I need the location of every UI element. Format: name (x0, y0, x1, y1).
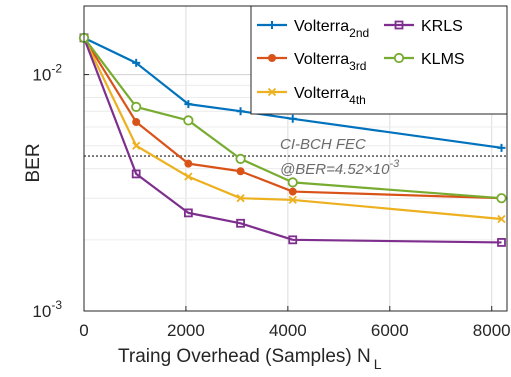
data-point-volterra-3rd (236, 167, 245, 176)
data-point-volterra-2nd (288, 114, 297, 123)
data-point-klms (235, 153, 246, 164)
x-tick-label: 6000 (371, 321, 409, 340)
legend-item-volterra-3rd: Volterra3rd (257, 51, 366, 73)
fec-annotation-title: CI-BCH FEC (280, 136, 366, 153)
legend: Volterra2nd KRLS Volterra3rd KLMS Volterra4t… (250, 5, 508, 115)
legend-label: KRLS (421, 18, 463, 35)
series-line-volterra-2nd (83, 36, 502, 149)
series-line-krls (82, 37, 502, 244)
legend-marker (268, 21, 276, 29)
x-tick-label: 8000 (473, 321, 511, 340)
series-line-volterra-3rd (83, 37, 502, 200)
legend-marker (393, 52, 405, 64)
y-axis-label: BER (23, 143, 44, 182)
legend-box (250, 5, 508, 115)
fec-annotation-value: @BER=4.52×10-3 (280, 158, 400, 178)
data-point-volterra-3rd (132, 118, 141, 127)
series-layer (78, 32, 507, 247)
data-point-krls (236, 218, 245, 228)
data-point-volterra-2nd (236, 107, 245, 116)
x-tick-label: 4000 (269, 321, 307, 340)
series-klms (78, 32, 507, 204)
data-point-klms (496, 193, 507, 204)
legend-item-volterra-2nd: Volterra2nd (257, 18, 369, 40)
data-point-volterra-4th (236, 194, 245, 203)
legend-marker (268, 54, 276, 62)
data-point-krls (183, 208, 193, 218)
y-tick-label: 10-2 (32, 62, 62, 85)
legend-marker (267, 87, 277, 97)
data-point-klms (131, 101, 142, 112)
data-point-klms (183, 115, 194, 126)
data-point-volterra-3rd (288, 187, 297, 196)
legend-item-volterra-4th: Volterra4th (257, 85, 366, 107)
data-point-krls (288, 235, 298, 245)
x-tick-label: 0 (79, 321, 88, 340)
data-point-volterra-2nd (132, 58, 141, 67)
data-point-volterra-4th (184, 172, 193, 181)
data-point-krls (131, 169, 141, 179)
data-point-volterra-4th (288, 195, 297, 205)
series-line-volterra-4th (83, 37, 502, 221)
data-point-volterra-4th (132, 141, 141, 150)
data-point-volterra-2nd (497, 143, 506, 152)
legend-label: Volterra4th (294, 85, 366, 107)
x-tick-label: 2000 (167, 321, 205, 340)
data-point-volterra-3rd (184, 159, 193, 168)
series-line-klms (83, 37, 502, 200)
y-tick-label: 10-3 (32, 298, 62, 321)
data-point-volterra-4th (497, 214, 506, 224)
legend-marker (394, 20, 404, 30)
data-point-volterra-2nd (184, 100, 193, 109)
legend-label: KLMS (421, 51, 465, 68)
legend-label: Volterra2nd (294, 18, 369, 40)
legend-item-klms: KLMS (384, 51, 465, 68)
ticks: 0 2000 4000 6000 8000 10-2 10-3 (32, 62, 510, 340)
legend-label: Volterra3rd (294, 51, 366, 73)
legend-item-krls: KRLS (384, 18, 463, 35)
data-point-klms (287, 177, 298, 188)
data-point-krls (497, 238, 506, 247)
